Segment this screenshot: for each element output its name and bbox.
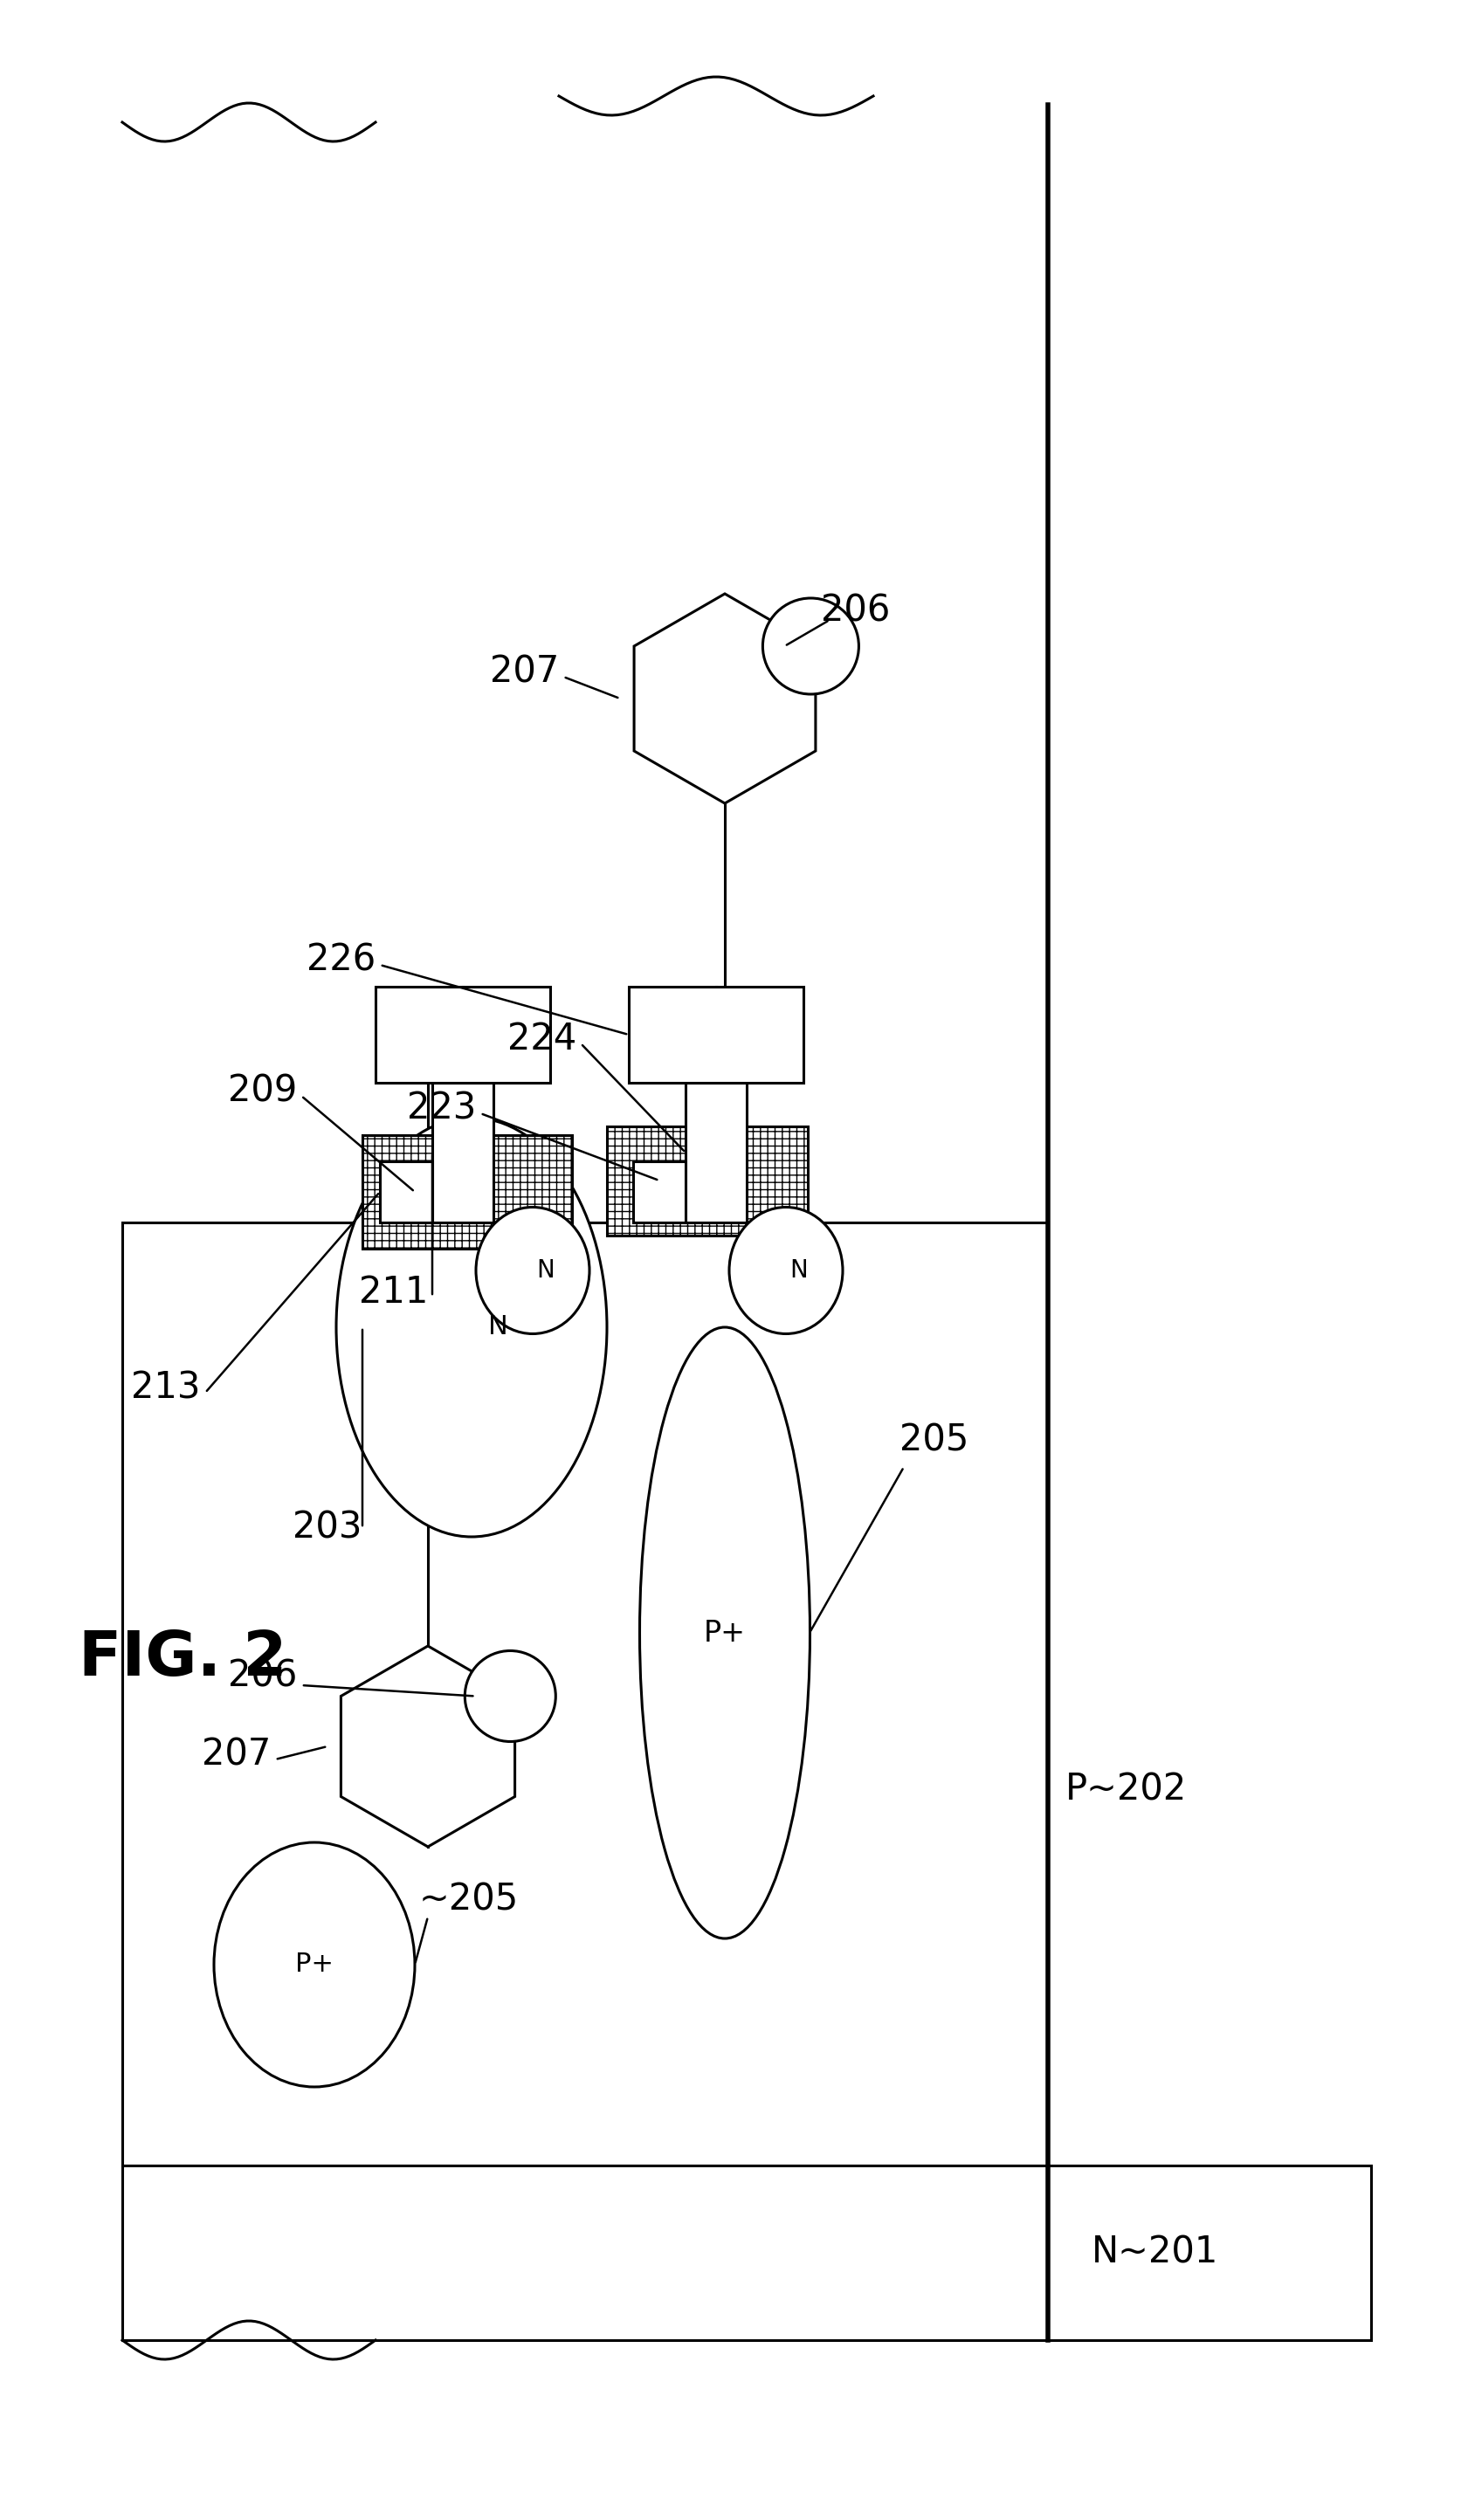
Ellipse shape bbox=[640, 1328, 809, 1938]
Text: FIG. 2: FIG. 2 bbox=[79, 1628, 286, 1688]
Ellipse shape bbox=[729, 1207, 842, 1333]
Text: 207: 207 bbox=[202, 1736, 270, 1774]
Text: 211: 211 bbox=[358, 1275, 428, 1310]
Bar bbox=[380, 1162, 432, 1222]
Ellipse shape bbox=[213, 1842, 415, 2087]
Text: 209: 209 bbox=[228, 1074, 297, 1109]
Text: 205: 205 bbox=[899, 1421, 969, 1459]
Text: N: N bbox=[789, 1257, 808, 1283]
Bar bbox=[362, 1134, 571, 1247]
Bar bbox=[123, 1222, 1048, 2165]
Text: ~205: ~205 bbox=[419, 1880, 519, 1918]
Circle shape bbox=[763, 597, 858, 693]
Ellipse shape bbox=[476, 1207, 589, 1333]
Text: P~202: P~202 bbox=[1065, 1772, 1186, 1809]
Text: 226: 226 bbox=[307, 942, 375, 978]
Bar bbox=[633, 1162, 685, 1222]
Bar bbox=[375, 988, 549, 1084]
Text: N: N bbox=[488, 1315, 507, 1341]
Text: 203: 203 bbox=[292, 1509, 362, 1547]
Text: 223: 223 bbox=[406, 1091, 476, 1126]
Text: 213: 213 bbox=[131, 1371, 200, 1406]
Text: P+: P+ bbox=[703, 1618, 745, 1648]
Text: 206: 206 bbox=[228, 1658, 297, 1696]
Text: N: N bbox=[536, 1257, 555, 1283]
Polygon shape bbox=[340, 1646, 514, 1847]
Bar bbox=[628, 988, 804, 1084]
Text: 207: 207 bbox=[489, 655, 558, 690]
Polygon shape bbox=[634, 595, 815, 804]
Bar bbox=[432, 1084, 494, 1222]
Text: P+: P+ bbox=[295, 1953, 333, 1978]
Text: 206: 206 bbox=[821, 592, 890, 630]
Text: N~201: N~201 bbox=[1091, 2235, 1218, 2271]
Text: 224: 224 bbox=[507, 1021, 576, 1058]
Bar bbox=[123, 2165, 1370, 2341]
Bar bbox=[606, 1126, 808, 1235]
Circle shape bbox=[465, 1651, 555, 1741]
Bar bbox=[685, 1084, 747, 1222]
Ellipse shape bbox=[336, 1119, 606, 1537]
